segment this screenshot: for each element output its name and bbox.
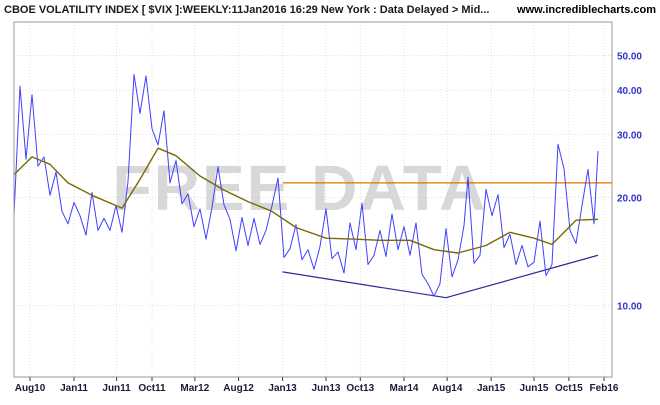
x-tick-label: Jun13	[312, 383, 341, 394]
y-tick-label: 40.00	[617, 86, 642, 97]
x-tick-label: Oct15	[555, 383, 583, 394]
plot-frame	[13, 21, 613, 378]
x-tick-label: Jan13	[268, 383, 297, 394]
x-tick-label: Jan11	[60, 383, 88, 394]
price-line	[13, 74, 599, 297]
y-tick-label: 20.00	[617, 194, 642, 205]
trend-line-rising	[445, 254, 599, 299]
chart-title: CBOE VOLATILITY INDEX [ $VIX ]:WEEKLY:11…	[4, 4, 489, 16]
x-tick-label: Oct13	[346, 383, 374, 394]
y-tick-label: 10.00	[617, 301, 642, 312]
x-tick-label: Mar14	[390, 383, 419, 394]
moving-average-line	[13, 147, 599, 254]
x-tick-label: Aug12	[223, 383, 254, 394]
y-tick-label: 50.00	[617, 51, 642, 62]
x-tick-label: Oct11	[138, 383, 166, 394]
trend-line-low	[282, 271, 447, 299]
y-tick-label: 30.00	[617, 131, 642, 142]
x-tick-label: Mar12	[180, 383, 209, 394]
grid-layer	[14, 22, 612, 377]
series-layer	[13, 74, 599, 297]
site-url: www.incrediblecharts.com	[516, 4, 656, 16]
x-tick-label: Aug10	[15, 383, 46, 394]
annotation-layer	[282, 182, 612, 299]
x-tick-label: Jun11	[102, 383, 131, 394]
x-tick-label: Jan15	[477, 383, 506, 394]
x-tick-label: Feb16	[590, 383, 619, 394]
x-tick-label: Aug14	[432, 383, 463, 394]
x-tick-label: Jun15	[520, 383, 549, 394]
axes-layer: 10.00 20.00 30.00 40.00 50.00 Aug10 Jan11 Jun11…	[13, 21, 642, 394]
watermark-text: FREE DATA	[113, 152, 488, 224]
